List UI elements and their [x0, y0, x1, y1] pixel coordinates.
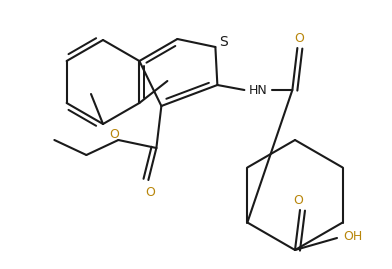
Text: O: O — [145, 186, 155, 199]
Text: S: S — [219, 35, 228, 49]
Text: O: O — [294, 31, 304, 44]
Text: OH: OH — [343, 229, 363, 242]
Text: O: O — [109, 128, 119, 140]
Text: O: O — [293, 193, 303, 207]
Text: HN: HN — [249, 83, 268, 97]
